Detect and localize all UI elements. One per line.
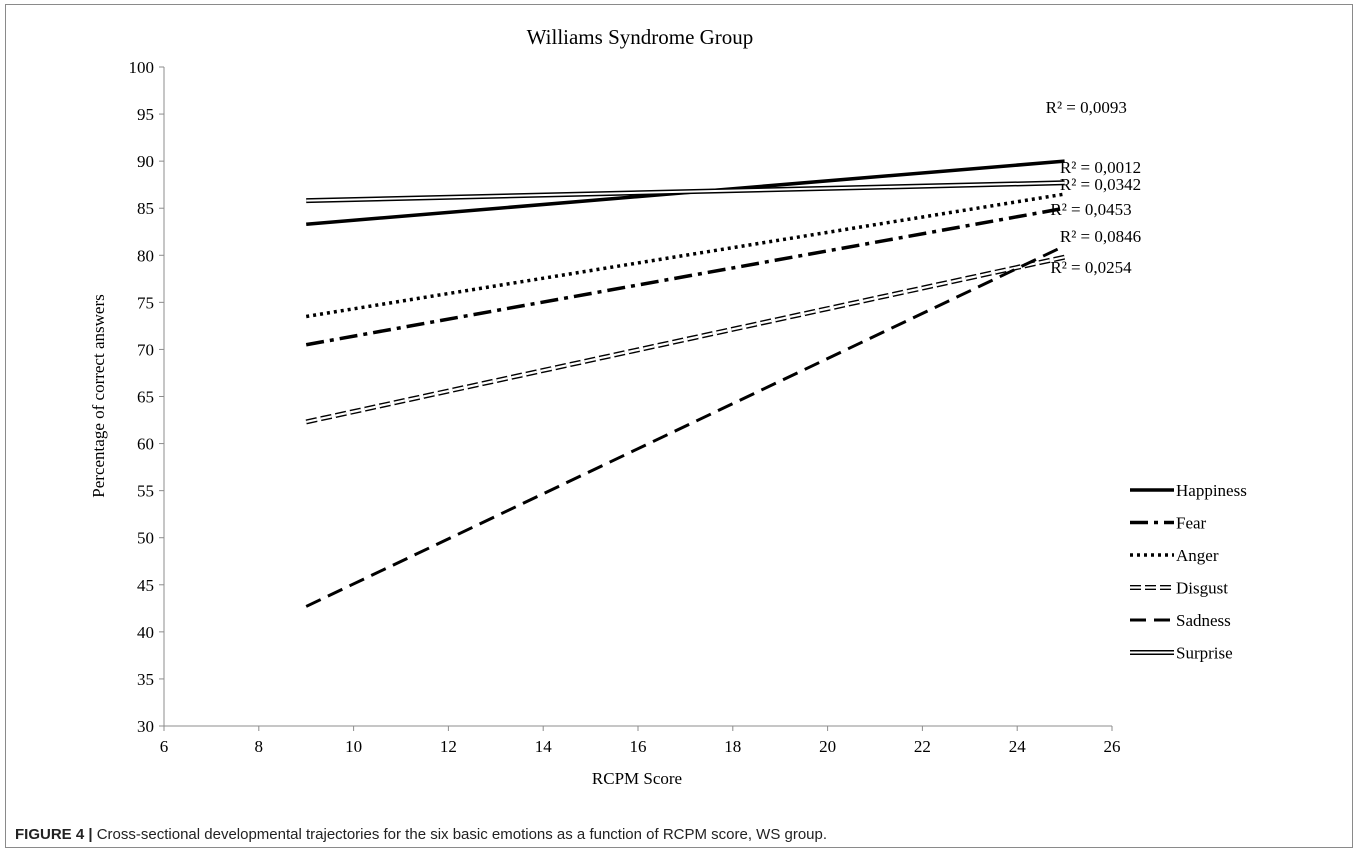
x-tick-label: 12 [440, 737, 457, 756]
figure-caption-label: FIGURE 4 | [15, 826, 93, 843]
y-tick-label: 80 [137, 246, 154, 265]
legend-item-anger: Anger [1130, 546, 1219, 565]
y-tick-label: 75 [137, 293, 154, 312]
series-line-sadness [305, 244, 1066, 608]
y-tick-label: 85 [137, 199, 154, 218]
x-tick-label: 6 [160, 737, 169, 756]
y-tick-label: 90 [137, 152, 154, 171]
y-tick-label: 45 [137, 576, 154, 595]
legend-label-sadness: Sadness [1176, 611, 1231, 630]
series-line-surprise-inner [306, 181, 1065, 202]
legend: Happiness Fear Anger Disgust Sadness Surprise [1130, 481, 1247, 663]
y-tick-label: 50 [137, 529, 154, 548]
x-tick-label: 10 [345, 737, 362, 756]
y-tick-label: 60 [137, 435, 154, 454]
y-tick-label: 55 [137, 482, 154, 501]
r2-label-happiness: R² = 0,0093 [1046, 98, 1127, 117]
series-fear [305, 206, 1065, 347]
r2-label-surprise: R² = 0,0012 [1060, 158, 1141, 177]
y-tick-label: 40 [137, 623, 154, 642]
x-tick-label: 24 [1009, 737, 1027, 756]
legend-item-happiness: Happiness [1130, 481, 1247, 500]
legend-item-fear: Fear [1130, 514, 1207, 533]
y-tick-label: 100 [129, 58, 155, 77]
legend-label-happiness: Happiness [1176, 481, 1247, 500]
x-tick-label: 14 [535, 737, 553, 756]
chart-title: Williams Syndrome Group [527, 25, 754, 49]
r2-label-anger: R² = 0,0342 [1060, 175, 1141, 194]
legend-label-disgust: Disgust [1176, 579, 1228, 598]
y-tick-label: 30 [137, 717, 154, 736]
legend-item-sadness: Sadness [1130, 611, 1231, 630]
legend-label-anger: Anger [1176, 546, 1219, 565]
legend-label-surprise: Surprise [1176, 644, 1233, 663]
x-axis-title: RCPM Score [592, 769, 682, 788]
figure-frame [5, 4, 1353, 848]
r2-label-fear: R² = 0,0453 [1050, 200, 1131, 219]
x-tick-label: 26 [1104, 737, 1121, 756]
series-line-disgust [305, 254, 1066, 425]
series-anger [305, 192, 1065, 319]
x-tick-label: 22 [914, 737, 931, 756]
y-tick-label: 95 [137, 105, 154, 124]
series-disgust [305, 254, 1066, 425]
r2-label-disgust: R² = 0,0254 [1050, 258, 1132, 277]
x-tick-label: 16 [630, 737, 647, 756]
y-tick-label: 70 [137, 340, 154, 359]
figure-caption-text: Cross-sectional developmental trajectori… [96, 826, 828, 843]
figure-caption: FIGURE 4 | Cross-sectional developmental… [15, 826, 1345, 843]
legend-item-disgust: Disgust [1130, 579, 1228, 598]
series-surprise [306, 180, 1065, 204]
x-tick-label: 8 [255, 737, 264, 756]
r2-label-sadness: R² = 0,0846 [1060, 227, 1141, 246]
y-tick-label: 65 [137, 388, 154, 407]
y-axis-title: Percentage of correct answers [89, 294, 108, 497]
x-tick-label: 18 [724, 737, 741, 756]
series-line-disgust-inner [305, 256, 1065, 423]
y-tick-label: 35 [137, 670, 154, 689]
x-tick-label: 20 [819, 737, 836, 756]
series-line-anger [305, 192, 1065, 319]
legend-label-fear: Fear [1176, 514, 1207, 533]
series-sadness [305, 244, 1066, 608]
axes: 30 35 40 45 50 55 60 65 70 75 80 85 90 95 100 6 8 10 12 14 1… [129, 58, 1121, 756]
legend-item-surprise: Surprise [1130, 644, 1233, 663]
series-line-fear [305, 206, 1065, 347]
